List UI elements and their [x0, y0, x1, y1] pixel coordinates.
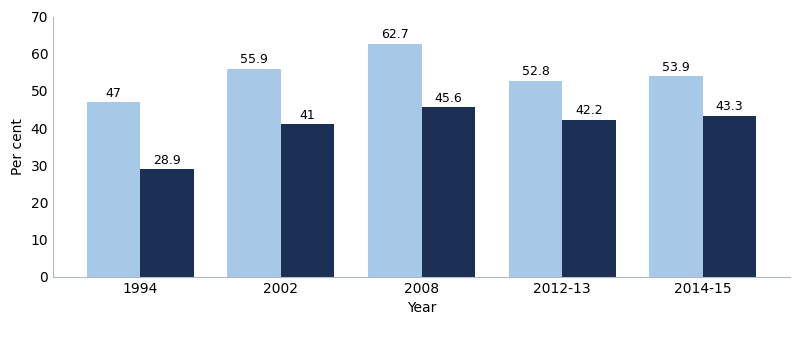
- X-axis label: Year: Year: [407, 301, 437, 315]
- Bar: [368, 44, 421, 277]
- Bar: [562, 120, 616, 277]
- Bar: [421, 107, 475, 277]
- Bar: [227, 69, 281, 277]
- Text: 28.9: 28.9: [153, 154, 181, 167]
- Text: 42.2: 42.2: [575, 104, 603, 118]
- Y-axis label: Per cent: Per cent: [11, 118, 25, 175]
- Text: 41: 41: [300, 109, 316, 122]
- Text: 53.9: 53.9: [662, 61, 690, 74]
- Bar: [703, 116, 756, 277]
- Text: 47: 47: [106, 87, 121, 99]
- Bar: [650, 76, 703, 277]
- Text: 43.3: 43.3: [716, 100, 743, 113]
- Text: 55.9: 55.9: [240, 54, 268, 66]
- Text: 52.8: 52.8: [521, 65, 549, 78]
- Bar: [281, 125, 334, 277]
- Text: 62.7: 62.7: [381, 28, 409, 41]
- Text: 45.6: 45.6: [434, 92, 462, 105]
- Bar: [87, 102, 140, 277]
- Bar: [509, 81, 562, 277]
- Bar: [140, 169, 194, 277]
